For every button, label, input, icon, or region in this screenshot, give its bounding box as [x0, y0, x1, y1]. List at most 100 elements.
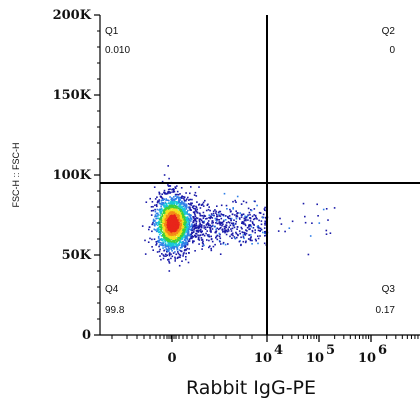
event-dot — [165, 245, 168, 248]
event-dot — [186, 213, 188, 215]
event-dot — [195, 233, 198, 235]
event-dot — [235, 201, 237, 203]
event-dot — [254, 217, 256, 220]
event-dot — [169, 225, 172, 228]
event-dot — [212, 221, 214, 224]
event-dot — [163, 205, 165, 207]
event-dot — [194, 213, 196, 216]
event-dot — [205, 223, 208, 226]
event-dot — [184, 237, 187, 240]
event-dot — [173, 219, 175, 221]
event-dot — [185, 212, 187, 215]
event-dot — [179, 228, 181, 231]
event-dot — [216, 205, 218, 207]
event-dot — [177, 216, 179, 218]
event-dot — [188, 240, 191, 242]
event-dot — [241, 227, 243, 230]
event-dot — [212, 212, 215, 215]
event-dot — [240, 244, 242, 247]
event-dot — [215, 219, 218, 221]
event-dot — [253, 208, 256, 210]
event-dot — [165, 235, 168, 237]
event-dot — [229, 208, 231, 211]
event-dot — [201, 234, 204, 236]
event-dot — [175, 217, 177, 220]
event-dot — [189, 209, 192, 211]
event-dot — [172, 232, 174, 234]
event-dot — [191, 224, 193, 226]
event-dot — [264, 222, 266, 225]
quadrant-q3-label: Q3 — [382, 284, 396, 295]
event-dot — [257, 235, 259, 237]
event-dot — [183, 224, 186, 227]
event-dot — [218, 235, 221, 238]
event-dot — [179, 205, 182, 207]
event-dot — [162, 244, 164, 247]
event-dot — [264, 209, 266, 211]
event-dot — [193, 205, 195, 207]
event-dot — [171, 188, 174, 191]
event-dot — [182, 205, 185, 208]
event-dot — [206, 204, 209, 206]
event-dot — [252, 222, 254, 225]
event-dot — [223, 219, 225, 222]
event-dot — [161, 213, 164, 216]
event-dot — [256, 218, 258, 220]
event-dot — [188, 199, 190, 201]
event-dot — [211, 228, 214, 230]
event-dot — [160, 212, 163, 215]
event-dot — [254, 200, 256, 203]
event-dot — [175, 187, 177, 189]
event-dot — [244, 217, 247, 219]
event-dot — [182, 229, 184, 232]
event-dot — [177, 205, 180, 208]
event-dot — [168, 213, 170, 216]
event-dot — [209, 209, 211, 212]
event-dot — [177, 211, 180, 214]
event-dot — [174, 222, 176, 225]
event-dot — [192, 227, 194, 229]
event-dot — [253, 214, 255, 216]
event-dot — [232, 200, 234, 203]
event-dot — [160, 223, 162, 226]
event-dot — [264, 220, 266, 223]
event-dot — [157, 215, 159, 217]
event-dot — [254, 238, 257, 241]
event-dot — [192, 240, 194, 242]
event-dot — [183, 204, 186, 206]
event-dot — [185, 258, 187, 261]
event-dot — [291, 220, 294, 223]
event-dot — [157, 217, 160, 220]
event-dot — [180, 196, 183, 199]
event-dot — [154, 229, 157, 231]
event-dot — [151, 223, 153, 226]
event-dot — [185, 231, 187, 233]
event-dot — [184, 204, 187, 207]
event-dot — [165, 222, 167, 225]
quadrant-q1-value: 0.010 — [105, 45, 130, 56]
event-dot — [178, 232, 180, 235]
event-dot — [206, 234, 209, 236]
event-dot — [186, 242, 188, 245]
event-dot — [162, 247, 164, 249]
event-dot — [171, 245, 173, 248]
event-dot — [165, 255, 167, 257]
event-dot — [178, 221, 180, 224]
event-dot — [195, 224, 198, 227]
event-dot — [173, 206, 175, 209]
event-dot — [170, 235, 172, 238]
event-dot — [199, 207, 202, 209]
event-dot — [160, 210, 162, 212]
event-dot — [167, 217, 169, 220]
event-dot — [209, 228, 212, 231]
event-dot — [200, 228, 202, 231]
event-dot — [309, 235, 312, 237]
event-dot — [183, 230, 185, 232]
event-dot — [183, 245, 185, 247]
event-dot — [179, 193, 181, 195]
event-dot — [160, 225, 163, 227]
event-dot — [153, 222, 155, 225]
event-dot — [163, 222, 165, 225]
event-dot — [170, 253, 172, 255]
event-dot — [232, 224, 235, 227]
